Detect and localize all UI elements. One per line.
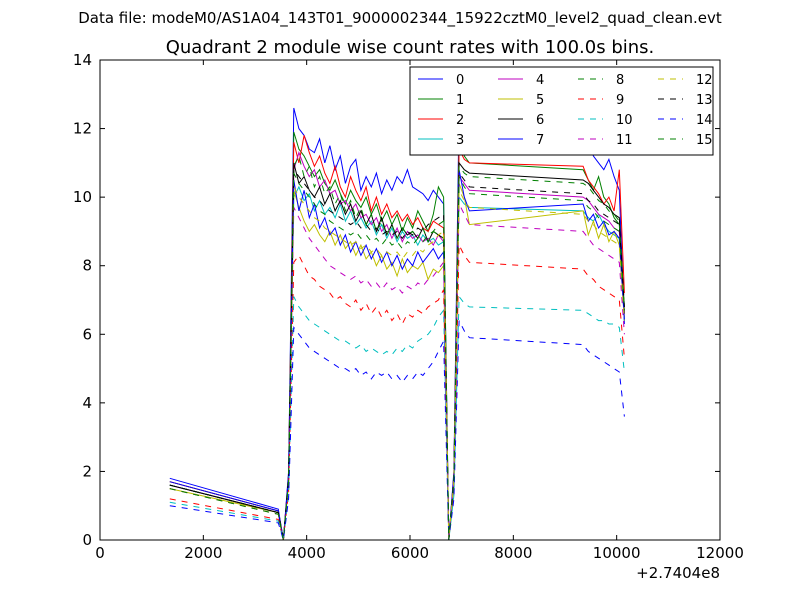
legend-label-11: 11 — [616, 133, 633, 148]
legend-label-12: 12 — [696, 73, 713, 88]
legend-label-2: 2 — [456, 113, 464, 128]
y-tick-label: 2 — [82, 462, 92, 480]
x-tick-label: 2000 — [184, 544, 222, 562]
legend-label-10: 10 — [616, 113, 633, 128]
series-line-0 — [169, 107, 625, 540]
y-tick-label: 6 — [82, 325, 92, 343]
series-line-6 — [169, 161, 625, 540]
x-tick-label: 8000 — [494, 544, 532, 562]
legend-label-13: 13 — [696, 93, 713, 108]
series-group — [169, 107, 625, 540]
series-line-10 — [169, 295, 625, 540]
series-line-8 — [169, 154, 625, 540]
series-line-12 — [169, 186, 625, 540]
legend-label-8: 8 — [616, 73, 624, 88]
series-line-1 — [169, 131, 625, 540]
legend-label-1: 1 — [456, 93, 464, 108]
y-tick-label: 12 — [73, 120, 92, 138]
y-tick-label: 8 — [82, 257, 92, 275]
plot-area — [169, 107, 625, 540]
series-line-13 — [169, 168, 625, 540]
series-line-5 — [169, 183, 625, 540]
x-tick-label: 10000 — [593, 544, 641, 562]
series-line-15 — [169, 172, 625, 540]
legend-label-9: 9 — [616, 93, 624, 108]
chart-title: Quadrant 2 module wise count rates with … — [166, 37, 655, 58]
x-tick-label: 6000 — [391, 544, 429, 562]
series-line-2 — [169, 135, 625, 540]
series-line-9 — [169, 244, 625, 540]
series-line-3 — [169, 185, 625, 540]
series-line-11 — [169, 203, 625, 540]
x-tick-label: 0 — [95, 544, 105, 562]
legend-label-6: 6 — [536, 113, 544, 128]
legend-label-0: 0 — [456, 73, 464, 88]
legend-label-14: 14 — [696, 113, 713, 128]
x-tick-label: 4000 — [288, 544, 326, 562]
legend-box — [409, 66, 714, 156]
y-tick-label: 10 — [73, 188, 92, 206]
legend-label-7: 7 — [536, 133, 544, 148]
y-tick-label: 14 — [73, 51, 92, 69]
legend-label-15: 15 — [696, 133, 713, 148]
axes: 0 2000 4000 6000 8000 10000 1200002468101214+2… — [73, 37, 744, 582]
data-file-suptitle: Data file: modeM0/AS1A04_143T01_90000023… — [78, 9, 722, 27]
x-offset-label: +2.7404e8 — [636, 564, 720, 582]
legend-label-5: 5 — [536, 93, 544, 108]
legend-label-4: 4 — [536, 73, 544, 88]
x-tick-label: 12000 — [696, 544, 744, 562]
series-line-7 — [169, 169, 625, 540]
legend-label-3: 3 — [456, 133, 464, 148]
y-tick-label: 4 — [82, 394, 92, 412]
y-tick-label: 0 — [82, 531, 92, 549]
series-line-14 — [169, 320, 625, 540]
